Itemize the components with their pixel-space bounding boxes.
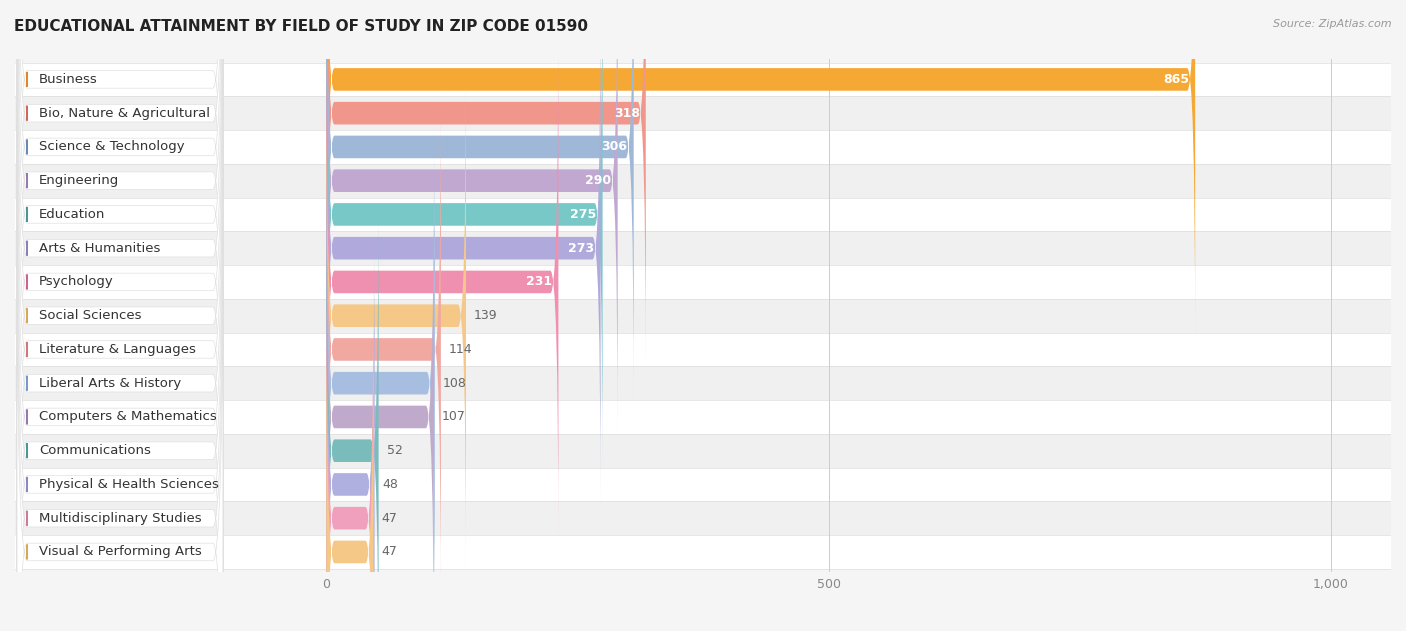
FancyBboxPatch shape	[15, 265, 1391, 299]
Text: Bio, Nature & Agricultural: Bio, Nature & Agricultural	[39, 107, 209, 120]
FancyBboxPatch shape	[326, 226, 374, 631]
FancyBboxPatch shape	[17, 21, 224, 631]
FancyBboxPatch shape	[15, 299, 1391, 333]
FancyBboxPatch shape	[326, 57, 465, 574]
FancyBboxPatch shape	[17, 0, 224, 631]
Text: 139: 139	[474, 309, 498, 322]
Text: Liberal Arts & History: Liberal Arts & History	[39, 377, 181, 390]
FancyBboxPatch shape	[15, 130, 1391, 164]
Text: Psychology: Psychology	[39, 276, 114, 288]
Text: 114: 114	[449, 343, 472, 356]
Text: 52: 52	[387, 444, 402, 457]
Text: Computers & Mathematics: Computers & Mathematics	[39, 410, 217, 423]
FancyBboxPatch shape	[15, 198, 1391, 232]
Text: 318: 318	[614, 107, 640, 120]
Text: 306: 306	[602, 141, 627, 153]
FancyBboxPatch shape	[326, 293, 374, 631]
Text: Literature & Languages: Literature & Languages	[39, 343, 195, 356]
FancyBboxPatch shape	[326, 0, 634, 406]
FancyBboxPatch shape	[15, 164, 1391, 198]
FancyBboxPatch shape	[15, 468, 1391, 501]
Text: Social Sciences: Social Sciences	[39, 309, 142, 322]
Text: EDUCATIONAL ATTAINMENT BY FIELD OF STUDY IN ZIP CODE 01590: EDUCATIONAL ATTAINMENT BY FIELD OF STUDY…	[14, 19, 588, 34]
FancyBboxPatch shape	[326, 124, 434, 631]
FancyBboxPatch shape	[17, 0, 224, 543]
FancyBboxPatch shape	[17, 0, 224, 611]
FancyBboxPatch shape	[17, 0, 224, 442]
Text: 108: 108	[443, 377, 467, 390]
FancyBboxPatch shape	[17, 54, 224, 631]
Text: Visual & Performing Arts: Visual & Performing Arts	[39, 545, 202, 558]
Text: 47: 47	[381, 545, 398, 558]
FancyBboxPatch shape	[17, 189, 224, 631]
Text: Communications: Communications	[39, 444, 150, 457]
FancyBboxPatch shape	[17, 0, 224, 509]
FancyBboxPatch shape	[15, 367, 1391, 400]
Text: 48: 48	[382, 478, 398, 491]
FancyBboxPatch shape	[17, 0, 224, 577]
Text: 273: 273	[568, 242, 595, 255]
Text: Education: Education	[39, 208, 105, 221]
FancyBboxPatch shape	[17, 122, 224, 631]
Text: 290: 290	[585, 174, 612, 187]
FancyBboxPatch shape	[326, 91, 441, 608]
FancyBboxPatch shape	[326, 23, 558, 541]
FancyBboxPatch shape	[17, 0, 224, 476]
FancyBboxPatch shape	[15, 232, 1391, 265]
FancyBboxPatch shape	[15, 97, 1391, 130]
Text: 275: 275	[571, 208, 596, 221]
FancyBboxPatch shape	[17, 156, 224, 631]
FancyBboxPatch shape	[15, 501, 1391, 535]
Text: Science & Technology: Science & Technology	[39, 141, 184, 153]
Text: 231: 231	[526, 276, 553, 288]
FancyBboxPatch shape	[15, 62, 1391, 97]
Text: Arts & Humanities: Arts & Humanities	[39, 242, 160, 255]
FancyBboxPatch shape	[326, 158, 434, 631]
Text: Physical & Health Sciences: Physical & Health Sciences	[39, 478, 219, 491]
FancyBboxPatch shape	[15, 535, 1391, 569]
FancyBboxPatch shape	[15, 434, 1391, 468]
Text: Source: ZipAtlas.com: Source: ZipAtlas.com	[1274, 19, 1392, 29]
FancyBboxPatch shape	[326, 0, 600, 507]
Text: 47: 47	[381, 512, 398, 525]
Text: Business: Business	[39, 73, 98, 86]
FancyBboxPatch shape	[15, 400, 1391, 434]
FancyBboxPatch shape	[326, 0, 645, 372]
Text: 865: 865	[1163, 73, 1189, 86]
FancyBboxPatch shape	[326, 0, 617, 439]
FancyBboxPatch shape	[17, 88, 224, 631]
FancyBboxPatch shape	[17, 0, 224, 408]
FancyBboxPatch shape	[326, 0, 603, 473]
FancyBboxPatch shape	[17, 223, 224, 631]
FancyBboxPatch shape	[326, 0, 1195, 338]
FancyBboxPatch shape	[326, 259, 374, 631]
Text: Engineering: Engineering	[39, 174, 120, 187]
FancyBboxPatch shape	[326, 192, 378, 631]
Text: 107: 107	[441, 410, 465, 423]
FancyBboxPatch shape	[15, 333, 1391, 367]
Text: Multidisciplinary Studies: Multidisciplinary Studies	[39, 512, 201, 525]
